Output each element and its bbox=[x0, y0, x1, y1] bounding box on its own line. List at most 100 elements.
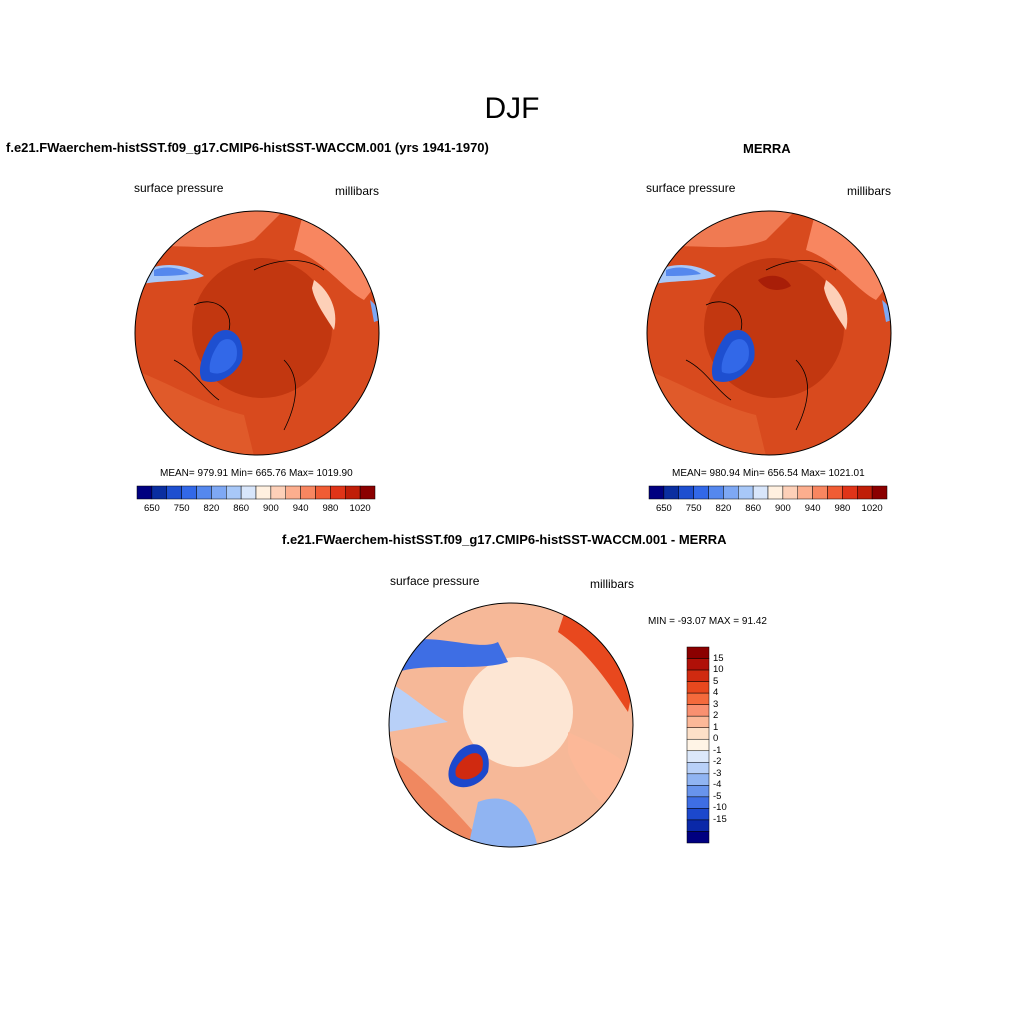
europe-negative-region bbox=[468, 798, 538, 847]
model-variable-label: surface pressure bbox=[134, 181, 224, 195]
diff-colorbar-ticks: 15 10 5 4 3 2 1 0 -1 -2 -3 -4 -5 -10 -15 bbox=[713, 647, 733, 843]
colorbar-box bbox=[211, 485, 227, 500]
colorbar-box bbox=[686, 808, 710, 821]
colorbar-box bbox=[270, 485, 286, 500]
colorbar-tick-label: 0 bbox=[713, 733, 719, 745]
colorbar-tick-label: -2 bbox=[713, 756, 722, 768]
rockies-high-region bbox=[312, 280, 336, 330]
obs-polar-map bbox=[646, 210, 892, 456]
rockies-high-region bbox=[824, 280, 848, 330]
colorbar-box bbox=[240, 485, 257, 500]
diff-colorbar bbox=[686, 646, 710, 844]
diff-polar-map bbox=[388, 602, 634, 848]
colorbar-tick-label: 1020 bbox=[349, 503, 371, 514]
colorbar-box bbox=[255, 485, 272, 500]
obs-units-label: millibars bbox=[847, 184, 892, 198]
obs-colorbar-ticks: 650 750 820 860 900 940 980 1020 bbox=[649, 503, 887, 517]
colorbar-tick-label: 980 bbox=[322, 503, 339, 514]
colorbar-box bbox=[827, 485, 843, 500]
diff-variable-label: surface pressure bbox=[390, 574, 480, 588]
colorbar-box bbox=[686, 646, 710, 659]
colorbar-tick-label: 750 bbox=[173, 503, 190, 514]
obs-colorbar bbox=[648, 485, 888, 500]
colorbar-box bbox=[196, 485, 212, 500]
colorbar-tick-label: 900 bbox=[262, 503, 279, 514]
colorbar-box bbox=[767, 485, 784, 500]
model-colorbar-ticks: 650 750 820 860 900 940 980 1020 bbox=[137, 503, 375, 517]
colorbar-tick-label: 860 bbox=[745, 503, 762, 514]
himalaya-core-region bbox=[666, 267, 701, 276]
map-field bbox=[647, 211, 891, 455]
colorbar-tick-label: 820 bbox=[203, 503, 220, 514]
colorbar-box bbox=[315, 485, 331, 500]
model-panel-title: f.e21.FWaerchem-histSST.f09_g17.CMIP6-hi… bbox=[6, 140, 489, 155]
colorbar-box bbox=[693, 485, 709, 500]
greenland-core-region bbox=[455, 753, 483, 780]
colorbar-box bbox=[686, 796, 710, 809]
colorbar-box bbox=[686, 692, 710, 705]
map-boundary bbox=[134, 210, 380, 456]
colorbar-box bbox=[686, 750, 710, 763]
colorbar-tick-label: 3 bbox=[713, 698, 719, 710]
colorbar-box bbox=[686, 704, 710, 717]
colorbar-box bbox=[686, 819, 710, 832]
colorbar-box bbox=[686, 738, 710, 752]
coastline bbox=[173, 260, 325, 431]
colorbar-box bbox=[857, 485, 873, 500]
colorbar-tick-label: 650 bbox=[655, 503, 672, 514]
colorbar-box bbox=[663, 485, 679, 500]
model-units-label: millibars bbox=[335, 184, 380, 198]
colorbar-tick-label: 650 bbox=[143, 503, 160, 514]
colorbar-box bbox=[686, 669, 710, 682]
colorbar-tick-label: 15 bbox=[713, 652, 724, 664]
colorbar-tick-label: 1020 bbox=[861, 503, 883, 514]
diff-stats: MIN = -93.07 MAX = 91.42 bbox=[648, 616, 767, 627]
colorbar-box bbox=[648, 485, 665, 500]
greenland-core-region bbox=[721, 339, 749, 374]
colorbar-box bbox=[330, 485, 346, 500]
colorbar-box bbox=[151, 485, 167, 500]
colorbar-tick-label: -1 bbox=[713, 744, 722, 756]
west-negative-region bbox=[389, 682, 448, 732]
colorbar-box bbox=[686, 831, 710, 844]
map-field bbox=[389, 603, 633, 847]
colorbar-tick-label: 750 bbox=[685, 503, 702, 514]
colorbar-tick-label: 820 bbox=[715, 503, 732, 514]
colorbar-box bbox=[782, 485, 798, 500]
map-boundary bbox=[388, 602, 634, 848]
colorbar-box bbox=[181, 485, 197, 500]
figure-title: DJF bbox=[484, 92, 540, 125]
colorbar-tick-label: 5 bbox=[713, 675, 719, 687]
colorbar-tick-label: 980 bbox=[834, 503, 851, 514]
colorbar-box bbox=[708, 485, 724, 500]
colorbar-tick-label: 940 bbox=[292, 503, 309, 514]
colorbar-box bbox=[686, 727, 710, 740]
map-boundary bbox=[646, 210, 892, 456]
colorbar-box bbox=[686, 681, 710, 694]
model-stats: MEAN= 979.91 Min= 665.76 Max= 1019.90 bbox=[160, 468, 353, 479]
colorbar-box bbox=[359, 485, 376, 500]
colorbar-box bbox=[678, 485, 694, 500]
colorbar-tick-label: 860 bbox=[233, 503, 250, 514]
colorbar-tick-label: 10 bbox=[713, 664, 724, 676]
colorbar-box bbox=[686, 715, 710, 728]
colorbar-box bbox=[345, 485, 361, 500]
colorbar-tick-label: -15 bbox=[713, 813, 727, 825]
model-colorbar bbox=[136, 485, 376, 500]
siberian-high-region bbox=[758, 275, 791, 290]
colorbar-tick-label: 940 bbox=[804, 503, 821, 514]
colorbar-box bbox=[285, 485, 301, 500]
colorbar-box bbox=[797, 485, 813, 500]
asia-noise-region bbox=[398, 639, 508, 672]
arctic-neutral-region bbox=[463, 657, 573, 767]
colorbar-box bbox=[686, 658, 710, 671]
colorbar-tick-label: -4 bbox=[713, 779, 722, 791]
greenland-core-region bbox=[209, 339, 237, 374]
colorbar-box bbox=[738, 485, 754, 500]
diff-panel-title: f.e21.FWaerchem-histSST.f09_g17.CMIP6-hi… bbox=[282, 532, 727, 547]
colorbar-tick-label: -5 bbox=[713, 790, 722, 802]
diff-units-label: millibars bbox=[590, 577, 635, 591]
colorbar-box bbox=[871, 485, 888, 500]
colorbar-box bbox=[686, 773, 710, 786]
colorbar-box bbox=[752, 485, 769, 500]
